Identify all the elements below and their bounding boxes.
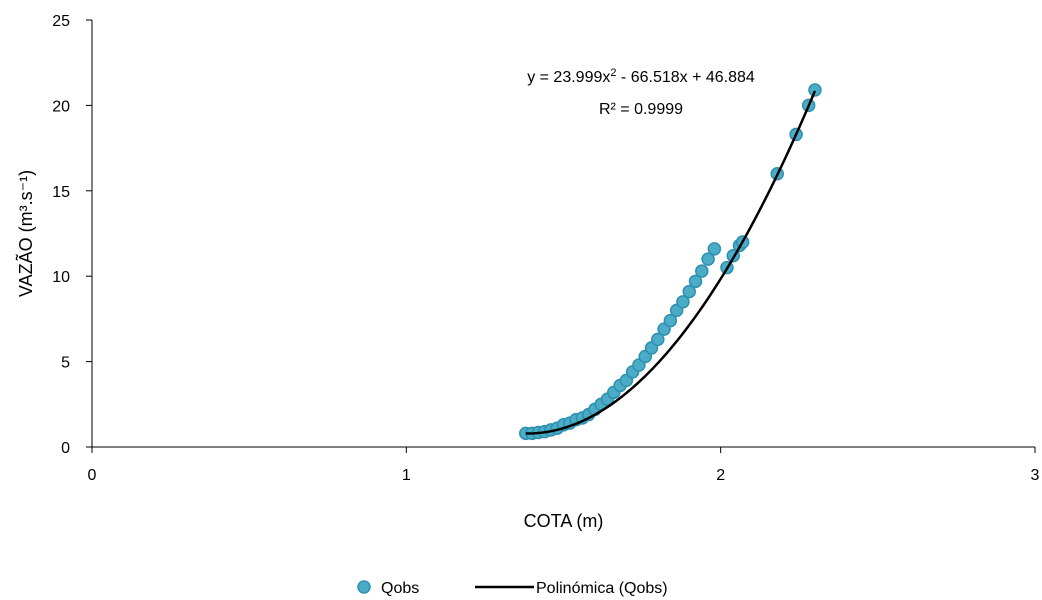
x-tick-label: 0 <box>88 467 97 484</box>
y-axis-title: VAZÃO (m³.s⁻¹) <box>15 170 36 297</box>
data-point <box>676 295 690 309</box>
data-point <box>701 252 715 266</box>
axes <box>91 20 1035 448</box>
data-point <box>682 284 696 299</box>
y-tick-label: 0 <box>61 440 70 457</box>
x-tick-label: 3 <box>1031 467 1040 484</box>
y-tick-label: 25 <box>52 13 70 30</box>
tick-labels: 0 1 2 3 0 5 10 15 20 25 <box>52 13 1039 484</box>
legend-marker-qobs <box>357 580 371 594</box>
trendline-equation: y = 23.999x2 - 66.518x + 46.884 <box>527 67 755 86</box>
data-point <box>651 332 665 347</box>
series <box>519 83 822 441</box>
equation-suffix: - 66.518x + 46.884 <box>616 69 754 86</box>
legend-label-qobs: Qobs <box>381 580 419 597</box>
y-tick-label: 15 <box>52 184 70 201</box>
legend-label-trendline: Polinómica (Qobs) <box>536 580 668 597</box>
data-point <box>808 83 822 97</box>
equation-superscript: 2 <box>610 67 616 79</box>
data-point <box>695 264 709 278</box>
equation-prefix: y = 23.999x <box>527 69 610 86</box>
data-point <box>663 313 678 328</box>
trendline-r-squared: R² = 0.9999 <box>599 101 683 118</box>
y-tick-label: 20 <box>52 98 70 115</box>
x-tick-label: 2 <box>716 467 725 484</box>
legend: Qobs Polinómica (Qobs) <box>357 580 668 597</box>
data-point <box>688 274 703 289</box>
x-axis-title: COTA (m) <box>524 511 604 531</box>
y-tick-label: 5 <box>61 355 70 372</box>
x-tick-label: 1 <box>402 467 411 484</box>
y-tick-label: 10 <box>52 269 70 286</box>
trendline <box>525 90 817 435</box>
data-point <box>707 242 722 256</box>
